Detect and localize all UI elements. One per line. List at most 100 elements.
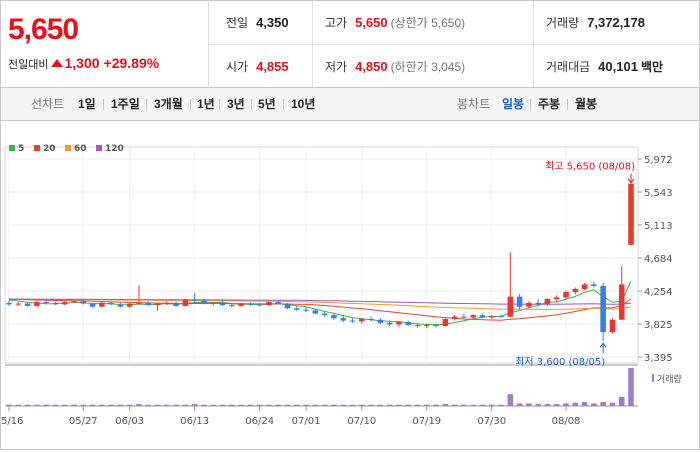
candle-body [340,318,346,321]
candle-body [442,318,449,326]
candle-body [544,298,551,305]
volume-bar [154,404,161,406]
change-value: 1,300 [64,55,100,71]
candle-body [210,302,217,304]
volume-bar [80,404,87,406]
current-price: 5,650 [8,13,79,46]
candle-body [526,302,532,307]
change-label: 전일대비 [8,59,49,71]
volume-bar [89,404,96,406]
candle-daily[interactable]: 일봉 [502,97,525,111]
stat-prev-close: 전일 4,350 [226,15,289,30]
stat-amount: 거래대금 40,101 백만 [546,59,664,74]
low-arrow-head [599,342,607,348]
volume-bar [247,404,254,406]
candle-body [219,302,226,306]
volume-bar [386,404,393,406]
volume-bar [43,404,49,406]
volume-bar [479,404,486,406]
change-percent: +29.89% [103,55,160,71]
volume-bar [628,368,634,406]
period-1y[interactable]: 1년 [197,97,215,111]
volume-bar [544,404,551,406]
price-chart: 5,972 5,543 5,113 4,684 4,254 3,825 3,395 05/16… [0,121,699,449]
candle-body [321,313,328,316]
volume-bar [321,404,328,406]
candle-body [591,284,597,286]
x-tick-label: 07/10 [347,416,376,427]
candle-body [349,320,356,322]
period-3y[interactable]: 3년 [227,97,245,111]
volume-bar [15,404,22,406]
stat-volume: 거래량 7,372,178 [546,15,645,30]
period-3m[interactable]: 3개월 [154,97,183,111]
legend-label: 5 [18,144,24,154]
candle-chart-label: 봉차트 [457,97,491,111]
candle-body [6,302,12,305]
candle-body [581,284,588,290]
candle-body [553,297,560,299]
candle-body [99,302,105,307]
candle-body [461,316,467,318]
volume-label: 거래량 [657,373,682,385]
candle-body [396,322,402,325]
volume-bar [461,404,467,406]
volume-bar [275,404,282,406]
period-1d[interactable]: 1일 [78,97,96,111]
y-tick-label: 4,254 [644,287,673,298]
x-tick-label: 07/19 [412,416,441,427]
volume-bar [591,403,597,406]
candle-body [572,289,579,293]
volume-legend-swatch [652,374,654,382]
legend-swatch [96,145,102,151]
volume-bar [423,404,430,406]
candle-body [516,296,523,307]
volume-bar [61,404,68,406]
candle-body [71,301,77,303]
candle-body [479,315,486,318]
x-tick-label: 07/01 [292,416,321,427]
candle-body [600,285,606,333]
volume-bar [609,402,616,406]
volume-bar [256,404,263,406]
volume-bar [284,404,291,406]
volume-bar [358,404,365,406]
volume-bar [136,404,142,406]
candle-monthly[interactable]: 월봉 [575,97,598,111]
x-tick-label: 05/27 [69,416,98,427]
volume-bar [572,402,579,406]
volume-bar [563,403,569,406]
candle-body [414,325,421,327]
y-tick-label: 4,684 [644,254,673,265]
low-annotation: 최저 3,600 (08/05) [515,356,605,368]
candle-body [386,322,393,325]
period-1w[interactable]: 1주일 [111,97,140,111]
candle-body [80,301,87,304]
x-tick-label: 05/16 [1,416,23,427]
quote-stats: 전일 4,350 시가 4,855 고가 5,650 (상한가 5,650) 저가 4,8… [208,1,699,87]
period-5y[interactable]: 5년 [258,97,276,111]
candle-body [89,303,96,307]
candle-body [358,318,365,322]
ma-line-20 [8,298,632,321]
volume-bar [126,404,133,406]
x-tick-label: 06/13 [180,416,209,427]
period-10y[interactable]: 10년 [291,97,316,111]
candle-body [535,302,541,305]
volume-bar [99,404,105,406]
volume-bar [219,404,226,406]
y-tick-label: 5,113 [644,221,673,232]
quote-header: 5,650 전일대비 1,300 +29.89% 전일 4,350 시가 4,855 고… [1,1,699,88]
volume-bar [312,404,319,406]
volume-bar [535,404,541,406]
x-tick-label: 06/03 [115,416,144,427]
volume-bar [433,404,439,406]
candle-body [126,303,133,307]
volume-bar [201,404,207,406]
candle-body [24,303,31,306]
y-tick-label: 3,825 [644,320,673,331]
candle-body [164,302,170,304]
candle-weekly[interactable]: 주봉 [538,97,561,111]
price-plot-frame [4,146,639,364]
candle-body [294,308,300,310]
